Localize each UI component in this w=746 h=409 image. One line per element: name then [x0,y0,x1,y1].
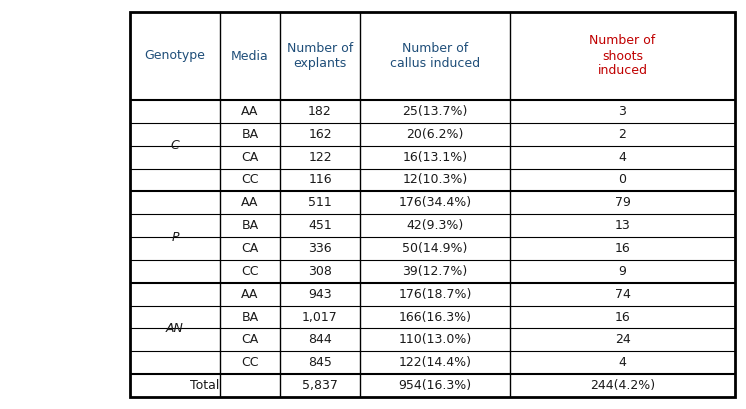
Text: Genotype: Genotype [145,49,205,63]
Text: Number of
shoots
induced: Number of shoots induced [589,34,656,77]
Text: CC: CC [241,356,259,369]
Text: 5,837: 5,837 [302,379,338,392]
Text: 16(13.1%): 16(13.1%) [402,151,468,164]
Text: 182: 182 [308,105,332,118]
Text: 451: 451 [308,219,332,232]
Text: 176(18.7%): 176(18.7%) [398,288,471,301]
Text: BA: BA [242,219,259,232]
Text: Media: Media [231,49,269,63]
Text: 122: 122 [308,151,332,164]
Text: AA: AA [241,105,259,118]
Text: 50(14.9%): 50(14.9%) [402,242,468,255]
Text: 162: 162 [308,128,332,141]
Bar [130,12,735,397]
Text: 943: 943 [308,288,332,301]
Text: 845: 845 [308,356,332,369]
Text: 13: 13 [615,219,630,232]
Text: CA: CA [242,151,259,164]
Text: 844: 844 [308,333,332,346]
Text: AA: AA [241,196,259,209]
Text: CA: CA [242,242,259,255]
Text: CC: CC [241,173,259,187]
Text: 9: 9 [618,265,627,278]
Text: 4: 4 [618,356,627,369]
Text: 4: 4 [618,151,627,164]
Text: AA: AA [241,288,259,301]
Text: 1,017: 1,017 [302,310,338,324]
Text: 74: 74 [615,288,630,301]
Text: Number of
explants: Number of explants [287,42,353,70]
Text: 20(6.2%): 20(6.2%) [407,128,464,141]
Text: 16: 16 [615,242,630,255]
Text: 24: 24 [615,333,630,346]
Text: 954(16.3%): 954(16.3%) [398,379,471,392]
Text: 2: 2 [618,128,627,141]
Text: 511: 511 [308,196,332,209]
Text: 336: 336 [308,242,332,255]
Text: 0: 0 [618,173,627,187]
Text: 79: 79 [615,196,630,209]
Text: 25(13.7%): 25(13.7%) [402,105,468,118]
Text: Total: Total [190,379,219,392]
Text: CA: CA [242,333,259,346]
Text: 308: 308 [308,265,332,278]
Text: 39(12.7%): 39(12.7%) [402,265,468,278]
Text: Number of
callus induced: Number of callus induced [390,42,480,70]
Text: 122(14.4%): 122(14.4%) [398,356,471,369]
Text: P: P [172,231,179,244]
Text: 3: 3 [618,105,627,118]
Text: AN: AN [166,322,184,335]
Text: 166(16.3%): 166(16.3%) [398,310,471,324]
Text: 244(4.2%): 244(4.2%) [590,379,655,392]
Text: 42(9.3%): 42(9.3%) [407,219,463,232]
Text: C: C [171,139,179,152]
Text: 176(34.4%): 176(34.4%) [398,196,471,209]
Text: BA: BA [242,310,259,324]
Text: CC: CC [241,265,259,278]
Text: 116: 116 [308,173,332,187]
Text: BA: BA [242,128,259,141]
Text: 16: 16 [615,310,630,324]
Text: 12(10.3%): 12(10.3%) [402,173,468,187]
Text: 110(13.0%): 110(13.0%) [398,333,471,346]
